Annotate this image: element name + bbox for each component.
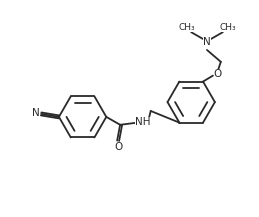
Text: N: N: [203, 37, 211, 47]
Text: NH: NH: [135, 117, 150, 127]
Text: CH₃: CH₃: [219, 23, 236, 32]
Text: N: N: [32, 108, 40, 118]
Text: O: O: [214, 69, 222, 79]
Text: CH₃: CH₃: [179, 23, 196, 32]
Text: O: O: [114, 143, 122, 153]
